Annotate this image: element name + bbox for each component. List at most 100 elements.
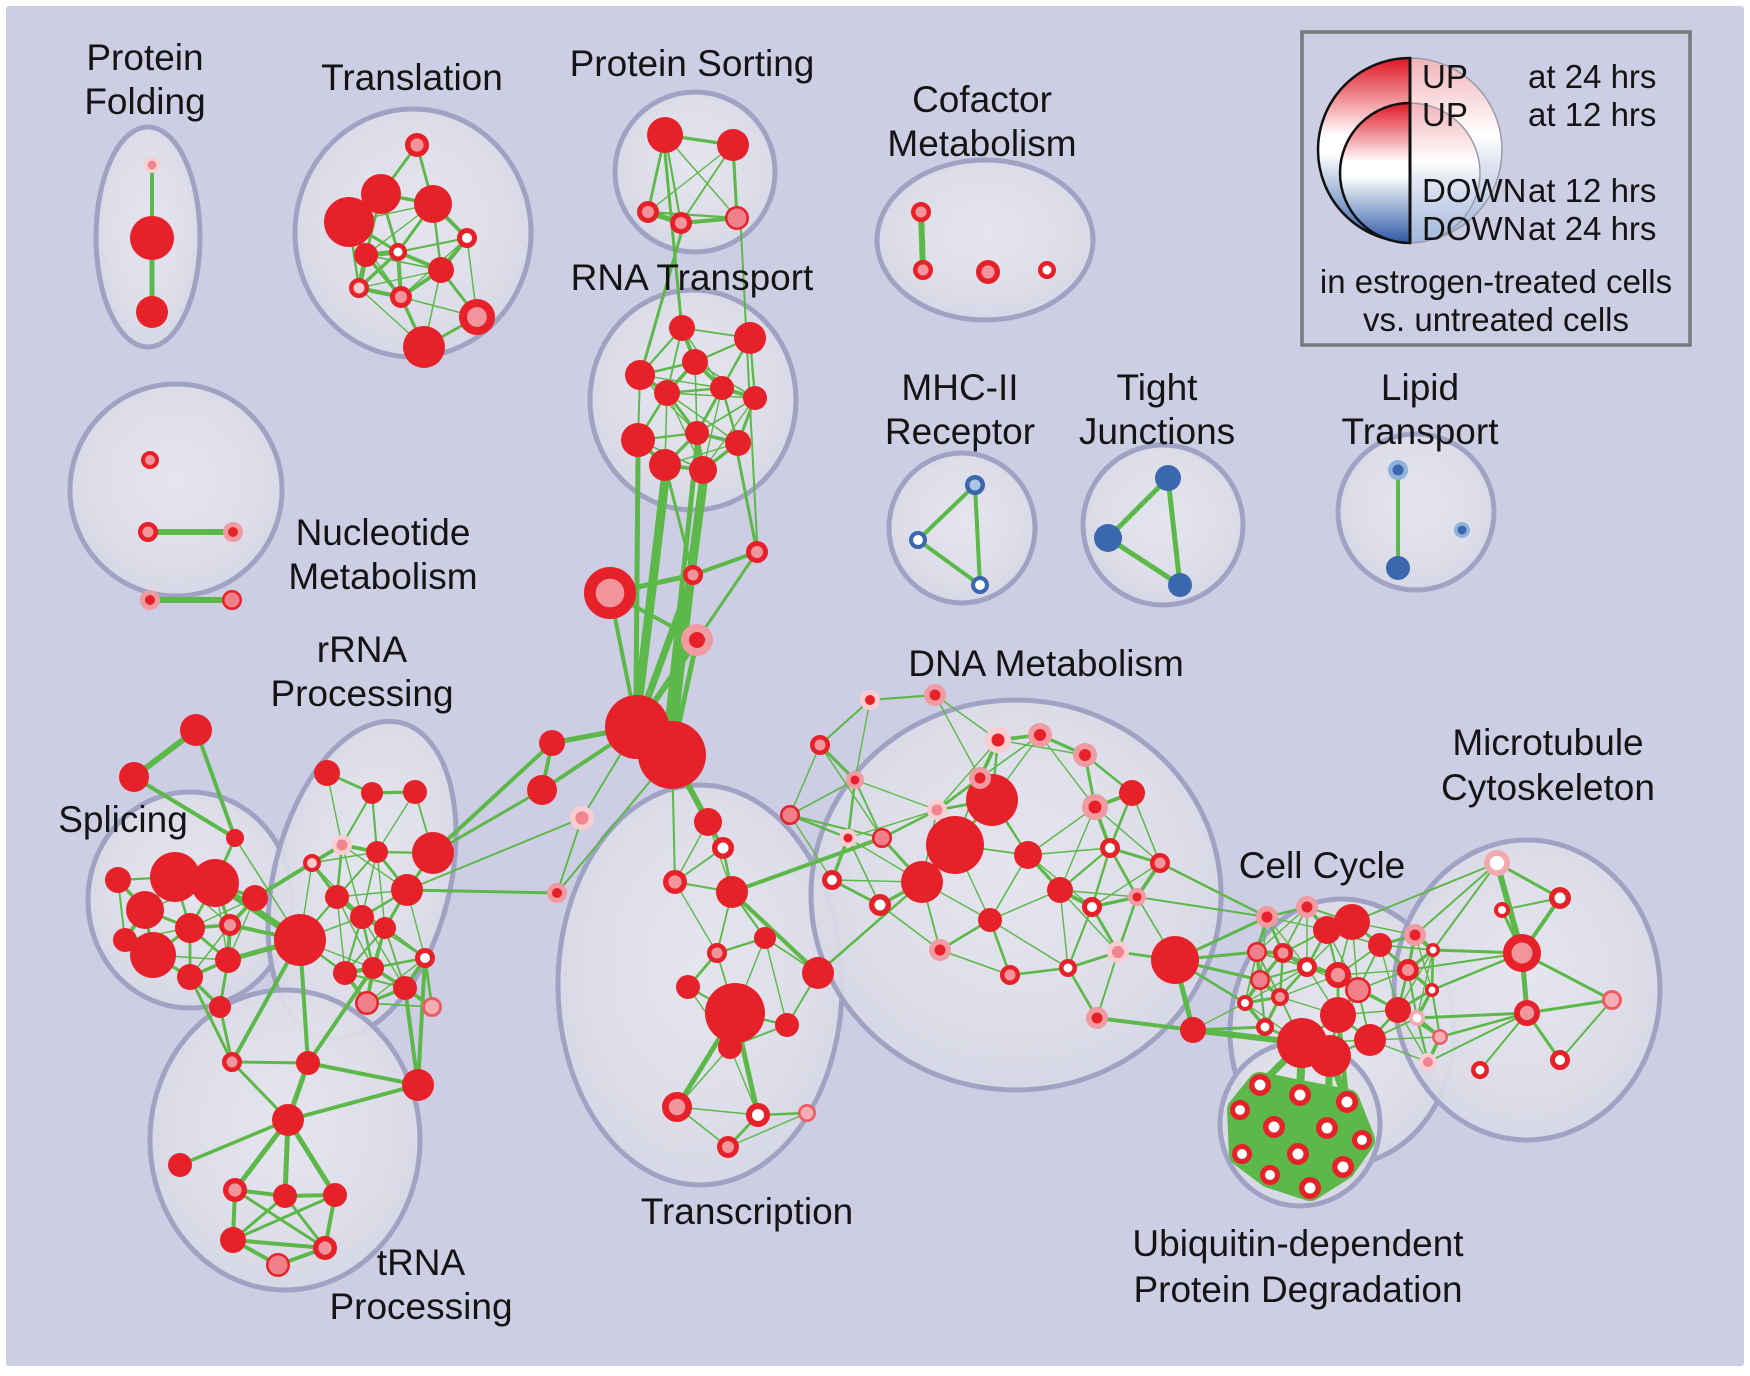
edge-inter-cluster <box>730 890 820 975</box>
node-whiteRedRing-ubiquitin-degradation <box>1230 1100 1250 1120</box>
edge-trna-processing <box>286 1083 420 1122</box>
edge-tight-junctions <box>1165 475 1183 588</box>
edge-dna-metabolism <box>1059 806 1096 891</box>
node-red-rna-transport <box>649 449 681 481</box>
node-whiteRedRing-translation <box>389 243 407 261</box>
node-red-splicing <box>150 852 200 902</box>
edge-dna-metabolism <box>846 778 857 840</box>
edge-inter-cluster <box>188 975 234 1064</box>
node-whiteRedRing-translation <box>457 228 477 248</box>
node-whiteRedRing-dna-metabolism <box>869 894 891 916</box>
edge-dna-metabolism <box>788 813 850 840</box>
edge-ubiquitin-degradation <box>1268 1165 1345 1177</box>
edge-dna-metabolism <box>879 904 941 951</box>
edge-tight-junctions <box>1105 535 1183 588</box>
node-pinkPaleRing-cell-cycle <box>1419 1053 1438 1072</box>
edge-inter-cluster <box>740 229 758 542</box>
edge-protein-sorting <box>664 134 738 219</box>
node-whiteRedRing-ubiquitin-degradation <box>1232 1144 1252 1164</box>
legend-direction-label: UP <box>1422 58 1468 95</box>
node-red-translation <box>354 243 378 267</box>
edge-transcription <box>764 937 788 1026</box>
node-redPinkRing-nucleotide-metabolism <box>140 590 160 610</box>
edge-rna-transport <box>666 392 739 444</box>
edge-dna-metabolism <box>934 694 981 779</box>
cluster-label-protein-folding: Folding <box>84 81 205 122</box>
edge-inter-cluster <box>634 475 670 702</box>
node-blue-tight-junctions <box>1094 524 1122 552</box>
node-whiteRedRing-transcription <box>746 1103 770 1127</box>
node-pinkRedRing-microtubule-cytoskeleton <box>1503 934 1542 973</box>
node-red-translation <box>324 197 374 247</box>
node-paleRedRing-translation <box>349 278 369 298</box>
edge-dna-metabolism <box>1094 806 1161 864</box>
edge-inter-cluster <box>816 882 922 975</box>
node-whitePaleRing-microtubule-cytoskeleton <box>1484 849 1511 876</box>
legend-time-label: at 12 hrs <box>1528 96 1656 133</box>
nodes <box>105 117 1622 1277</box>
node-redPinkRing-dna-metabolism <box>924 684 946 706</box>
node-red-splicing <box>130 932 176 978</box>
node-pink-cell-cycle <box>1247 942 1267 962</box>
node-redPinkRing-dna-metabolism <box>846 771 864 789</box>
node-red-rrna-processing <box>350 905 374 929</box>
node-red-trna-processing <box>323 1183 347 1207</box>
node-red-splicing <box>105 867 131 893</box>
cluster-label-lipid-transport: Lipid <box>1381 367 1459 408</box>
node-pink-protein-sorting <box>725 206 749 230</box>
node-red-central-connectors <box>638 721 706 789</box>
node-red-rrna-processing <box>361 782 383 804</box>
node-red-transcription <box>694 808 722 836</box>
node-whitePaleRing-cell-cycle <box>1409 1009 1426 1026</box>
cluster-label-splicing: Splicing <box>58 799 188 840</box>
edge-cell-cycle <box>1244 966 1308 1004</box>
node-red-splicing <box>242 885 268 911</box>
node-redPaleRing-dna-metabolism <box>839 829 857 847</box>
cluster-label-rna-transport: RNA Transport <box>571 257 814 298</box>
node-redPinkRing-central-connectors <box>681 624 713 656</box>
node-redPaleRing-dna-metabolism <box>985 727 1011 753</box>
cluster-label-cofactor-metabolism: Metabolism <box>887 123 1076 164</box>
node-red-transcription <box>775 1013 799 1037</box>
cluster-label-rrna-processing: rRNA <box>317 629 408 670</box>
node-red-cell-cycle <box>1334 904 1370 940</box>
node-red-translation <box>428 257 454 283</box>
edge-inter-cluster <box>431 741 554 855</box>
node-paleRedRing-rrna-processing <box>302 854 321 873</box>
node-pinkRedRing-central-connectors <box>745 540 768 563</box>
legend-glyph-inner-right <box>1409 102 1481 244</box>
node-redPinkRing-nucleotide-metabolism <box>223 522 243 542</box>
node-red-cell-cycle <box>1368 933 1392 957</box>
node-palePink-rrna-processing <box>422 997 442 1017</box>
edge-ubiquitin-degradation <box>1239 1109 1328 1129</box>
edge-tight-junctions <box>1105 475 1171 541</box>
edge-dna-metabolism <box>789 744 821 816</box>
edge-dna-metabolism <box>1059 889 1119 953</box>
node-whiteRedRing-ubiquitin-degradation <box>1316 1117 1338 1139</box>
edge-inter-cluster <box>819 744 883 839</box>
edge-trna-processing <box>230 1060 310 1065</box>
edge-inter-cluster <box>1407 952 1523 971</box>
node-red-rrna-processing <box>366 841 388 863</box>
edge-ubiquitin-degradation <box>1241 1127 1328 1155</box>
node-red-rrna-processing <box>362 957 384 979</box>
node-red-rrna-processing <box>333 961 357 985</box>
edge-inter-cluster <box>306 966 375 1065</box>
node-whiteRedRing-cell-cycle <box>1426 943 1440 957</box>
node-pink-cell-cycle <box>1345 976 1372 1003</box>
cluster-label-microtubule-cytoskeleton: Microtubule <box>1452 722 1643 763</box>
node-red-rrna-processing <box>412 832 454 874</box>
node-pinkRedRing-trna-processing <box>222 1177 247 1202</box>
node-red-cell-cycle <box>1309 1035 1351 1077</box>
edge-inter-cluster <box>736 454 759 554</box>
node-whiteRedRing-ubiquitin-degradation <box>1332 1156 1354 1178</box>
edge-splicing-triangle <box>194 728 237 840</box>
edge-dna-metabolism <box>936 739 999 811</box>
edge-inter-cluster <box>1158 861 1269 919</box>
edge-ubiquitin-degradation <box>1272 1100 1349 1129</box>
node-red-rrna-processing <box>314 760 340 786</box>
edge-ubiquitin-degradation <box>1309 1101 1348 1189</box>
node-whiteBlueRing-mhc-ii-receptor <box>971 576 990 595</box>
